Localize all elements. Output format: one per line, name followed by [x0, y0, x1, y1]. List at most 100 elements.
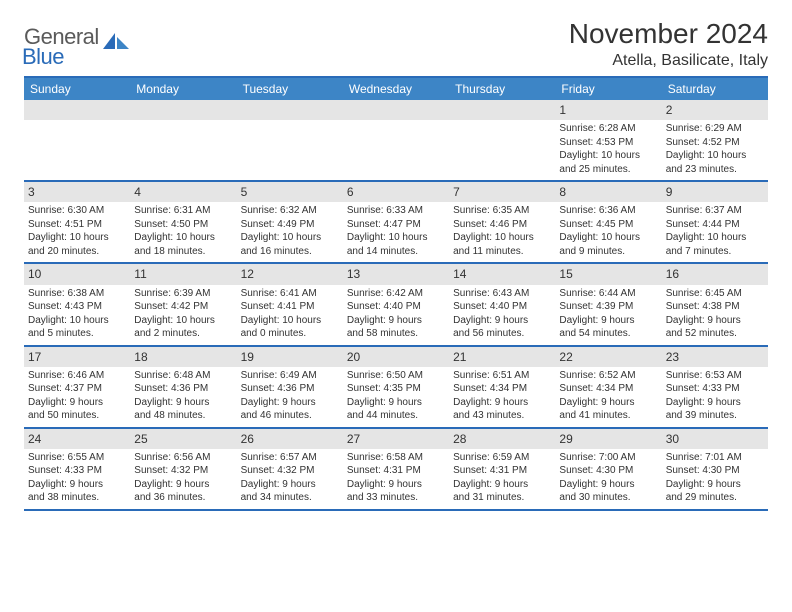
day-line: Daylight: 9 hours — [134, 396, 232, 410]
day-number: 24 — [24, 429, 130, 449]
day-number: 10 — [24, 264, 130, 284]
day-line: Sunrise: 6:52 AM — [559, 369, 657, 383]
day-line: Sunrise: 6:51 AM — [453, 369, 551, 383]
day-info: Sunrise: 6:53 AMSunset: 4:33 PMDaylight:… — [662, 367, 768, 427]
day-cell: 24Sunrise: 6:55 AMSunset: 4:33 PMDayligh… — [24, 429, 130, 509]
logo: General Blue — [24, 18, 129, 70]
day-line: Daylight: 10 hours — [241, 314, 339, 328]
month-title: November 2024 — [569, 18, 768, 50]
day-line: Sunrise: 6:35 AM — [453, 204, 551, 218]
day-cell — [237, 100, 343, 180]
day-line: Sunrise: 7:00 AM — [559, 451, 657, 465]
week-row: 24Sunrise: 6:55 AMSunset: 4:33 PMDayligh… — [24, 429, 768, 511]
day-number: 17 — [24, 347, 130, 367]
day-line: Daylight: 9 hours — [453, 396, 551, 410]
day-line: and 56 minutes. — [453, 327, 551, 341]
day-cell — [130, 100, 236, 180]
day-number: 12 — [237, 264, 343, 284]
day-number: 25 — [130, 429, 236, 449]
day-number: 16 — [662, 264, 768, 284]
day-line: Sunset: 4:30 PM — [666, 464, 764, 478]
day-line: Sunset: 4:53 PM — [559, 136, 657, 150]
day-line: Sunset: 4:34 PM — [559, 382, 657, 396]
day-number: 30 — [662, 429, 768, 449]
day-cell: 19Sunrise: 6:49 AMSunset: 4:36 PMDayligh… — [237, 347, 343, 427]
day-line: Sunrise: 6:49 AM — [241, 369, 339, 383]
logo-blue: Blue — [22, 44, 64, 69]
day-line: and 54 minutes. — [559, 327, 657, 341]
day-cell: 28Sunrise: 6:59 AMSunset: 4:31 PMDayligh… — [449, 429, 555, 509]
day-line: Sunrise: 6:41 AM — [241, 287, 339, 301]
day-number: 1 — [555, 100, 661, 120]
day-line: Daylight: 10 hours — [453, 231, 551, 245]
day-line: Daylight: 10 hours — [241, 231, 339, 245]
day-line: Daylight: 10 hours — [559, 231, 657, 245]
day-line: Daylight: 9 hours — [453, 478, 551, 492]
day-info: Sunrise: 6:50 AMSunset: 4:35 PMDaylight:… — [343, 367, 449, 427]
day-line: Sunset: 4:36 PM — [134, 382, 232, 396]
day-number: 20 — [343, 347, 449, 367]
day-line: Sunrise: 6:59 AM — [453, 451, 551, 465]
weekday-label: Thursday — [449, 78, 555, 100]
day-line: and 7 minutes. — [666, 245, 764, 259]
day-line: Sunrise: 6:37 AM — [666, 204, 764, 218]
day-line: Daylight: 10 hours — [28, 231, 126, 245]
day-info: Sunrise: 6:44 AMSunset: 4:39 PMDaylight:… — [555, 285, 661, 345]
day-line: Sunrise: 6:58 AM — [347, 451, 445, 465]
day-line: Sunset: 4:46 PM — [453, 218, 551, 232]
day-line: Sunrise: 6:55 AM — [28, 451, 126, 465]
day-line: and 18 minutes. — [134, 245, 232, 259]
day-number: 23 — [662, 347, 768, 367]
day-cell: 18Sunrise: 6:48 AMSunset: 4:36 PMDayligh… — [130, 347, 236, 427]
day-cell: 14Sunrise: 6:43 AMSunset: 4:40 PMDayligh… — [449, 264, 555, 344]
day-line: Sunrise: 6:44 AM — [559, 287, 657, 301]
day-line: Sunrise: 6:53 AM — [666, 369, 764, 383]
day-cell — [343, 100, 449, 180]
day-info: Sunrise: 6:42 AMSunset: 4:40 PMDaylight:… — [343, 285, 449, 345]
day-line: and 25 minutes. — [559, 163, 657, 177]
day-cell: 29Sunrise: 7:00 AMSunset: 4:30 PMDayligh… — [555, 429, 661, 509]
day-line: Sunset: 4:36 PM — [241, 382, 339, 396]
day-info: Sunrise: 6:43 AMSunset: 4:40 PMDaylight:… — [449, 285, 555, 345]
day-line: Sunset: 4:34 PM — [453, 382, 551, 396]
day-cell: 9Sunrise: 6:37 AMSunset: 4:44 PMDaylight… — [662, 182, 768, 262]
day-info: Sunrise: 6:31 AMSunset: 4:50 PMDaylight:… — [130, 202, 236, 262]
empty-day — [449, 100, 555, 120]
day-cell: 7Sunrise: 6:35 AMSunset: 4:46 PMDaylight… — [449, 182, 555, 262]
day-line: Sunset: 4:50 PM — [134, 218, 232, 232]
week-row: 3Sunrise: 6:30 AMSunset: 4:51 PMDaylight… — [24, 182, 768, 264]
day-number: 14 — [449, 264, 555, 284]
day-info: Sunrise: 6:28 AMSunset: 4:53 PMDaylight:… — [555, 120, 661, 180]
day-number: 11 — [130, 264, 236, 284]
empty-day — [237, 100, 343, 120]
day-line: and 30 minutes. — [559, 491, 657, 505]
weekday-label: Tuesday — [237, 78, 343, 100]
day-info: Sunrise: 6:46 AMSunset: 4:37 PMDaylight:… — [24, 367, 130, 427]
day-number: 19 — [237, 347, 343, 367]
day-cell: 5Sunrise: 6:32 AMSunset: 4:49 PMDaylight… — [237, 182, 343, 262]
day-cell: 12Sunrise: 6:41 AMSunset: 4:41 PMDayligh… — [237, 264, 343, 344]
day-line: Sunrise: 6:36 AM — [559, 204, 657, 218]
day-line: Daylight: 10 hours — [666, 149, 764, 163]
day-number: 6 — [343, 182, 449, 202]
day-line: and 41 minutes. — [559, 409, 657, 423]
day-line: Daylight: 9 hours — [666, 396, 764, 410]
day-number: 9 — [662, 182, 768, 202]
day-cell: 4Sunrise: 6:31 AMSunset: 4:50 PMDaylight… — [130, 182, 236, 262]
day-cell: 21 Sunrise: 6:51 AMSunset: 4:34 PMDayligh… — [449, 347, 555, 427]
day-line: and 20 minutes. — [28, 245, 126, 259]
day-line: Sunset: 4:38 PM — [666, 300, 764, 314]
day-line: Daylight: 9 hours — [559, 314, 657, 328]
day-cell: 3Sunrise: 6:30 AMSunset: 4:51 PMDaylight… — [24, 182, 130, 262]
day-cell: 16Sunrise: 6:45 AMSunset: 4:38 PMDayligh… — [662, 264, 768, 344]
day-line: Sunrise: 6:39 AM — [134, 287, 232, 301]
day-info: Sunrise: 6:59 AMSunset: 4:31 PMDaylight:… — [449, 449, 555, 509]
day-line: Sunset: 4:51 PM — [28, 218, 126, 232]
day-number: 21 — [449, 347, 555, 367]
day-info: Sunrise: 6:32 AMSunset: 4:49 PMDaylight:… — [237, 202, 343, 262]
day-line: Sunrise: 6:38 AM — [28, 287, 126, 301]
day-line: Sunrise: 6:42 AM — [347, 287, 445, 301]
day-number: 26 — [237, 429, 343, 449]
day-info: Sunrise: 6:45 AMSunset: 4:38 PMDaylight:… — [662, 285, 768, 345]
day-line: and 48 minutes. — [134, 409, 232, 423]
